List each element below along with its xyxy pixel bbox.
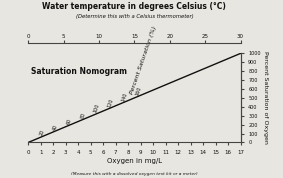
Text: (Measure this with a dissolved oxygen test kit or a meter): (Measure this with a dissolved oxygen te… xyxy=(71,172,198,176)
Text: Percent Saturation (%): Percent Saturation (%) xyxy=(129,25,157,95)
Text: 120: 120 xyxy=(107,97,115,108)
Text: 140: 140 xyxy=(121,92,128,102)
Text: 100: 100 xyxy=(93,103,101,114)
X-axis label: Oxygen in mg/L: Oxygen in mg/L xyxy=(107,158,162,164)
Text: 80: 80 xyxy=(80,112,87,119)
Text: Water temperature in degrees Celsius (°C): Water temperature in degrees Celsius (°C… xyxy=(42,2,226,11)
Text: (Determine this with a Celsius thermometer): (Determine this with a Celsius thermomet… xyxy=(76,14,193,19)
Y-axis label: Percent Saturation of Oxygen: Percent Saturation of Oxygen xyxy=(263,51,268,144)
Text: 60: 60 xyxy=(66,118,73,125)
Text: 160: 160 xyxy=(134,86,142,96)
Text: 20: 20 xyxy=(39,129,45,137)
Text: 40: 40 xyxy=(52,123,59,131)
Text: Saturation Nomogram: Saturation Nomogram xyxy=(31,67,127,76)
